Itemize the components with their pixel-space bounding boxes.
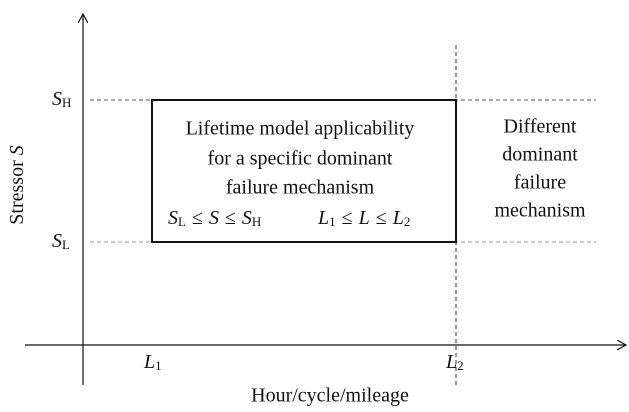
text-part: L [445, 351, 457, 373]
x-level-label: L1 [143, 351, 162, 373]
applicability-box [151, 99, 457, 243]
text-part: 2 [404, 214, 411, 229]
text-part: S [6, 145, 28, 155]
outside-text: Different [504, 116, 577, 138]
box-text: failure mechanism [226, 177, 375, 199]
text-part: S [168, 207, 178, 229]
text-part: H [252, 214, 261, 229]
text-part: L [392, 207, 404, 229]
y-axis-label: Stressor S [6, 145, 28, 224]
text-part: ≤ [192, 207, 203, 229]
text-part: 1 [329, 214, 336, 229]
life-condition: L1 ≤ L ≤ L2 [317, 207, 410, 229]
text-part: L [178, 214, 186, 229]
text-part: S [242, 207, 252, 229]
text-part: L [143, 351, 155, 373]
y-level-label: SL [52, 230, 70, 252]
outside-text: mechanism [494, 200, 586, 222]
outside-text: failure [514, 172, 566, 194]
text-part: L [358, 207, 370, 229]
text-part: ≤ [376, 207, 387, 229]
box-text: Lifetime model applicability [186, 118, 415, 140]
text-part: 2 [457, 358, 464, 373]
stress-condition: SL ≤ S ≤ SH [168, 207, 261, 229]
x-level-label: L2 [445, 351, 464, 373]
text-part: 1 [155, 358, 162, 373]
box-text: for a specific dominant [208, 148, 393, 170]
text-part: H [62, 95, 71, 110]
text-part: ≤ [225, 207, 236, 229]
text-part: L [317, 207, 329, 229]
y-level-label: SH [52, 88, 71, 110]
x-axis-label: Hour/cycle/mileage [251, 385, 409, 407]
text-part: S [52, 230, 62, 252]
text-part: S [209, 207, 219, 229]
text-part: S [52, 88, 62, 110]
text-part: Stressor [6, 160, 28, 225]
outside-text: dominant [502, 144, 578, 166]
text-part: L [62, 237, 70, 252]
text-part: ≤ [342, 207, 353, 229]
